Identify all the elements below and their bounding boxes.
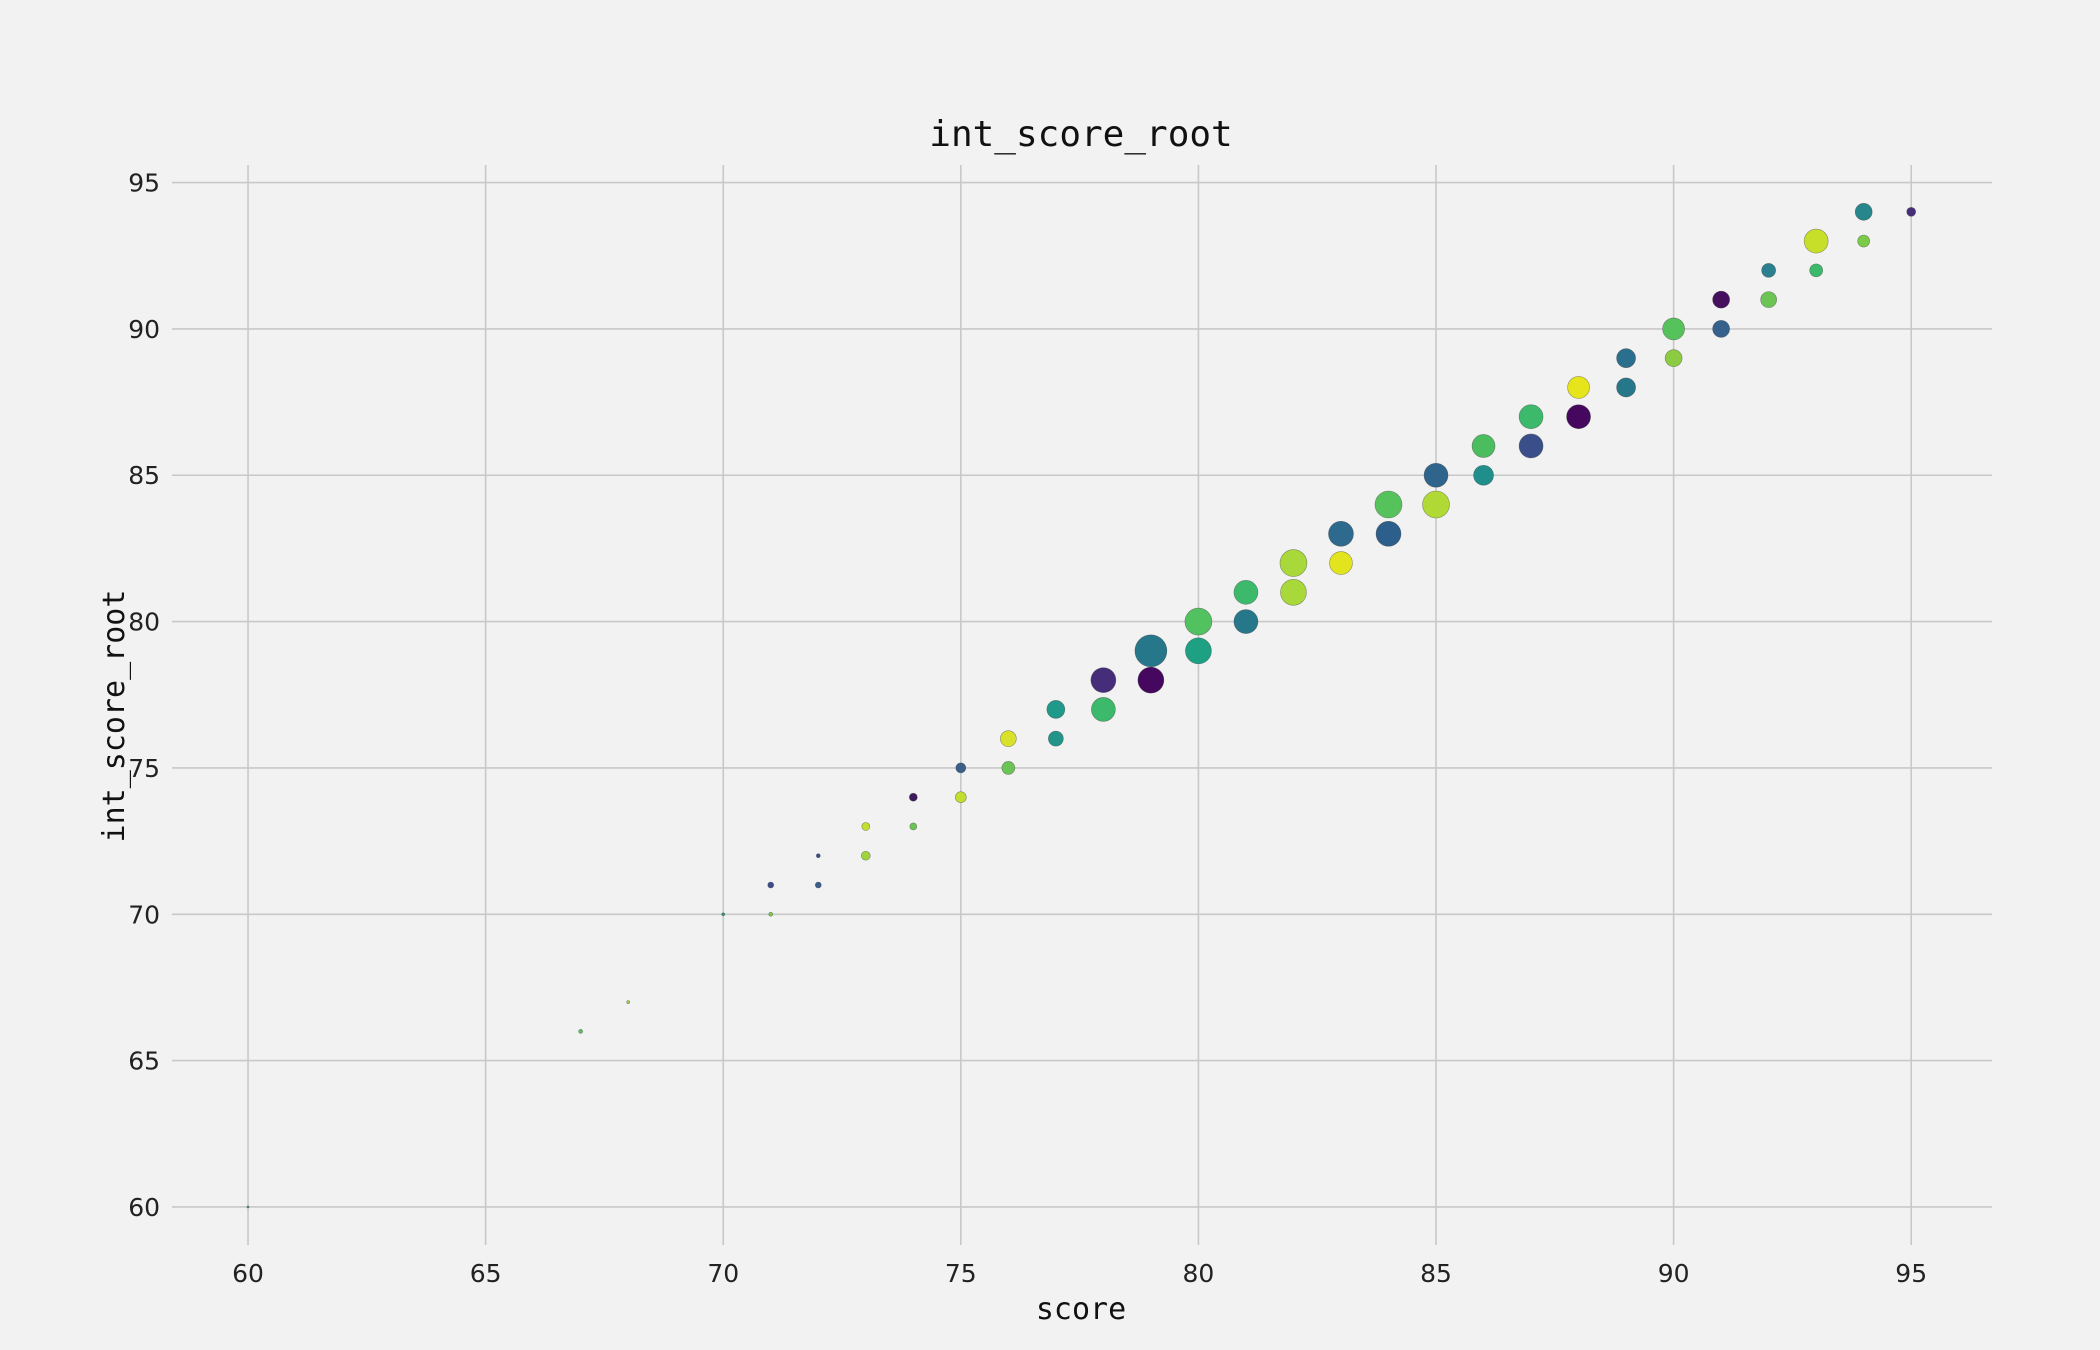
data-point <box>1803 228 1829 254</box>
x-tick-label: 75 <box>945 1259 977 1288</box>
x-tick-label: 85 <box>1420 1259 1452 1288</box>
x-tick-label: 80 <box>1183 1259 1215 1288</box>
data-point <box>1616 377 1636 398</box>
data-point <box>721 912 726 917</box>
y-tick-label: 75 <box>128 754 160 783</box>
data-point <box>1134 634 1168 668</box>
data-point <box>861 822 871 831</box>
data-point <box>1279 549 1308 577</box>
data-point <box>1048 730 1064 747</box>
x-tick-label: 65 <box>470 1259 502 1288</box>
data-point <box>909 792 918 802</box>
data-point <box>1854 203 1873 221</box>
data-point <box>1090 667 1117 693</box>
y-tick-label: 80 <box>128 608 160 637</box>
y-tick-label: 65 <box>128 1047 160 1076</box>
data-point <box>1566 404 1591 430</box>
data-point <box>1761 263 1776 278</box>
data-point <box>1518 433 1544 459</box>
y-tick-label: 95 <box>128 169 160 198</box>
x-tick-label: 95 <box>1895 1259 1927 1288</box>
data-point <box>1280 579 1307 606</box>
data-point <box>1857 234 1870 248</box>
y-tick-label: 90 <box>128 315 160 344</box>
x-axis-label: score <box>1036 1292 1126 1327</box>
data-point <box>1712 320 1730 338</box>
data-point <box>1328 520 1354 547</box>
data-point <box>246 1205 250 1209</box>
y-axis-label: int_score_root <box>97 590 132 843</box>
x-tick-label: 70 <box>707 1259 739 1288</box>
y-tick-label: 60 <box>128 1193 160 1222</box>
data-point <box>1616 348 1636 368</box>
data-point <box>909 822 918 831</box>
data-point <box>1518 404 1544 430</box>
y-tick-label: 70 <box>128 900 160 929</box>
data-point <box>1809 263 1823 278</box>
data-point <box>1664 349 1683 367</box>
data-point <box>1233 580 1259 605</box>
data-point <box>1184 607 1213 636</box>
data-point <box>1375 520 1402 547</box>
data-point <box>955 762 967 774</box>
data-point <box>1091 697 1116 722</box>
data-point <box>1374 490 1403 519</box>
data-point <box>768 911 774 917</box>
data-point <box>814 881 822 889</box>
data-point <box>955 791 967 803</box>
data-point <box>767 881 775 889</box>
grid-lines <box>172 165 1992 1245</box>
data-point <box>626 1000 630 1004</box>
data-point <box>578 1029 583 1034</box>
data-point <box>1760 291 1777 308</box>
y-tick-label: 85 <box>128 461 160 490</box>
data-point <box>1329 551 1353 575</box>
data-point <box>1662 317 1685 341</box>
data-point <box>1423 462 1449 488</box>
data-point <box>1000 730 1017 747</box>
data-point <box>1422 490 1450 519</box>
data-point <box>1473 464 1494 486</box>
data-point <box>1046 700 1066 719</box>
data-point <box>1712 290 1730 309</box>
data-point <box>1137 666 1165 694</box>
data-point <box>860 850 871 861</box>
tick-labels: 60 65 70 75 80 85 90 95 60 65 70 75 80 85 90 95 <box>128 169 1927 1288</box>
data-point <box>815 853 821 859</box>
chart-title: int_score_root <box>929 114 1232 155</box>
data-point <box>1001 761 1016 775</box>
data-point <box>1471 434 1496 458</box>
data-point <box>1567 376 1590 399</box>
x-tick-label: 60 <box>232 1259 264 1288</box>
data-point <box>1906 207 1917 217</box>
data-point <box>1185 637 1212 665</box>
data-points <box>246 203 1917 1209</box>
data-point <box>1233 609 1259 634</box>
x-tick-label: 90 <box>1658 1259 1690 1288</box>
